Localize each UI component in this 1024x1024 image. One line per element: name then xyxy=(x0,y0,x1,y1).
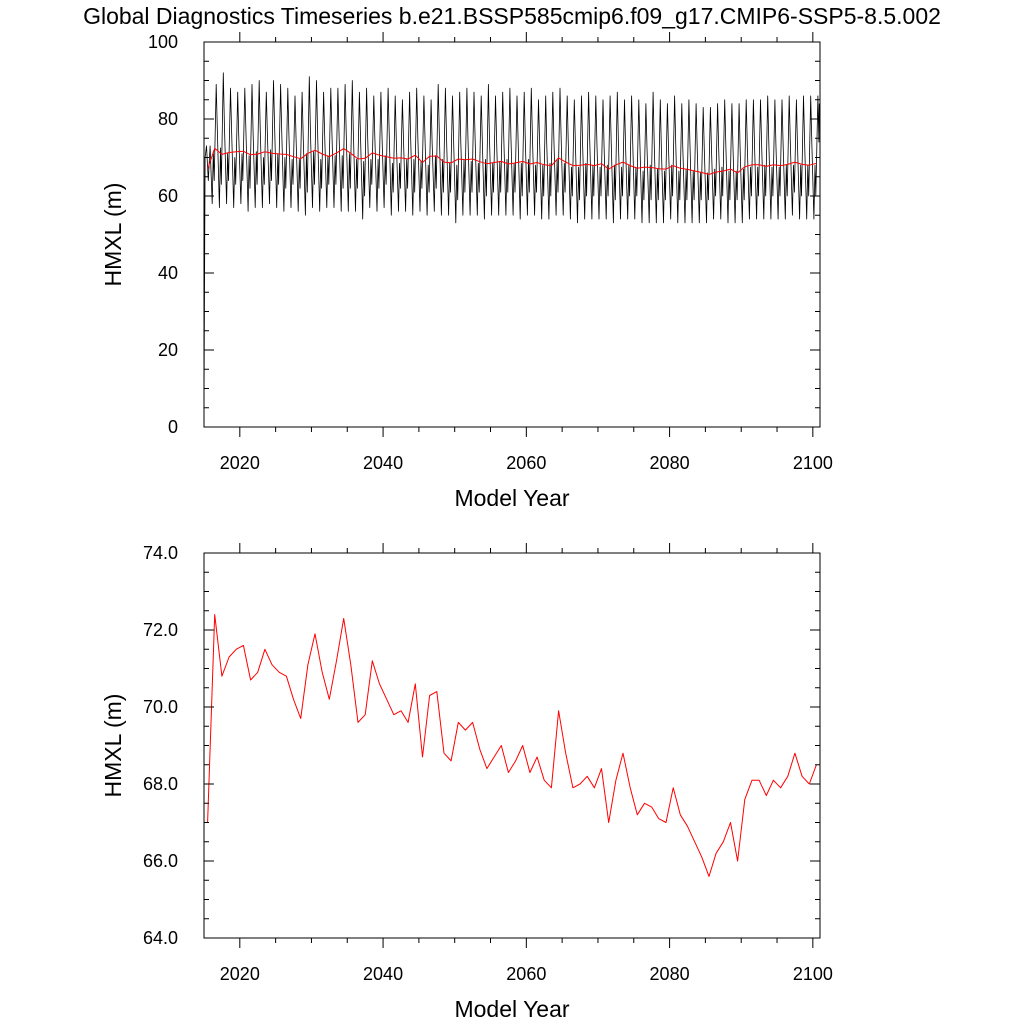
top-x-tick-label: 2060 xyxy=(506,453,546,473)
top-y-tick-label: 0 xyxy=(168,417,178,437)
top-y-tick-label: 80 xyxy=(158,109,178,129)
bottom-x-tick-label: 2020 xyxy=(220,964,260,984)
bottom-y-axis-label: HMXL (m) xyxy=(100,694,126,798)
bottom-y-tick-label: 70.0 xyxy=(143,697,178,717)
bottom-x-axis-label: Model Year xyxy=(454,996,569,1022)
bottom-chart-panel: 2020 2040 2060 2080 2100 64.0 66.0 68.0 70.0 72.0… xyxy=(100,543,833,1022)
top-y-tick-label: 60 xyxy=(158,186,178,206)
top-series-monthly-line xyxy=(203,72,820,408)
bottom-y-tick-label: 72.0 xyxy=(143,620,178,640)
top-x-tick-label: 2100 xyxy=(793,453,833,473)
bottom-x-tick-label: 2080 xyxy=(650,964,690,984)
bottom-y-tick-label: 66.0 xyxy=(143,851,178,871)
bottom-x-tick-label: 2100 xyxy=(793,964,833,984)
bottom-y-tick-label: 64.0 xyxy=(143,928,178,948)
chart-title: Global Diagnostics Timeseries b.e21.BSSP… xyxy=(83,3,941,29)
bottom-x-tick-label: 2060 xyxy=(506,964,546,984)
top-y-tick-label: 20 xyxy=(158,340,178,360)
top-y-tick-label: 40 xyxy=(158,263,178,283)
top-y-tick-label: 100 xyxy=(148,32,178,52)
bottom-y-tick-label: 74.0 xyxy=(143,543,178,563)
top-y-axis-label: HMXL (m) xyxy=(100,183,126,287)
bottom-x-tick-label: 2040 xyxy=(363,964,403,984)
top-plot-frame xyxy=(203,41,821,428)
bottom-plot-frame xyxy=(203,552,821,939)
top-x-tick-label: 2020 xyxy=(220,453,260,473)
top-x-tick-label: 2080 xyxy=(650,453,690,473)
bottom-series-annual-line xyxy=(207,614,817,877)
bottom-y-tick-label: 68.0 xyxy=(143,774,178,794)
top-x-axis-label: Model Year xyxy=(454,485,569,511)
top-series-annual-line xyxy=(207,147,817,175)
top-x-tick-label: 2040 xyxy=(363,453,403,473)
